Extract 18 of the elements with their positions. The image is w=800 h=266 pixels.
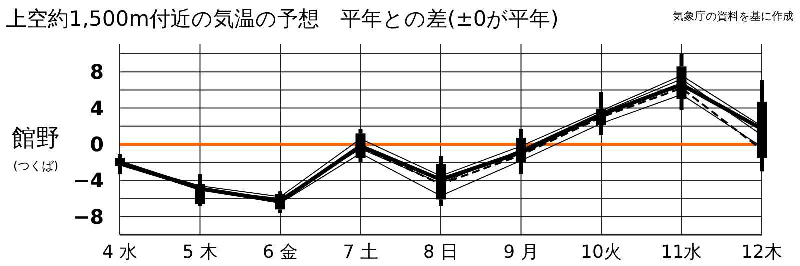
x-tick-label: 12木 [742,242,782,263]
x-tick-label: 4 水 [102,242,138,263]
x-tick-label: 7 土 [343,242,378,263]
x-tick-label: 6 金 [262,242,298,263]
y-tick-label: 0 [90,132,104,156]
y-tick-label: −4 [73,168,104,193]
x-tick-label: 8 日 [423,242,459,263]
text: (つくば) [13,159,59,173]
y-axis-title: 館野 [12,124,60,152]
x-tick-label: 9 月 [504,242,539,263]
x-tick-label: 5 木 [182,242,218,263]
y-tick-label: 4 [90,96,104,120]
y-tick-label: 8 [90,60,104,84]
x-tick-label: 10火 [581,242,622,263]
chart-title: 上空約1,500m付近の気温の予想 平年との差(±0が平年) [6,7,559,31]
y-tick-label: −8 [73,204,104,229]
x-tick-label: 11水 [661,242,702,263]
text: 気象庁の資料を基に作成 [673,10,794,23]
